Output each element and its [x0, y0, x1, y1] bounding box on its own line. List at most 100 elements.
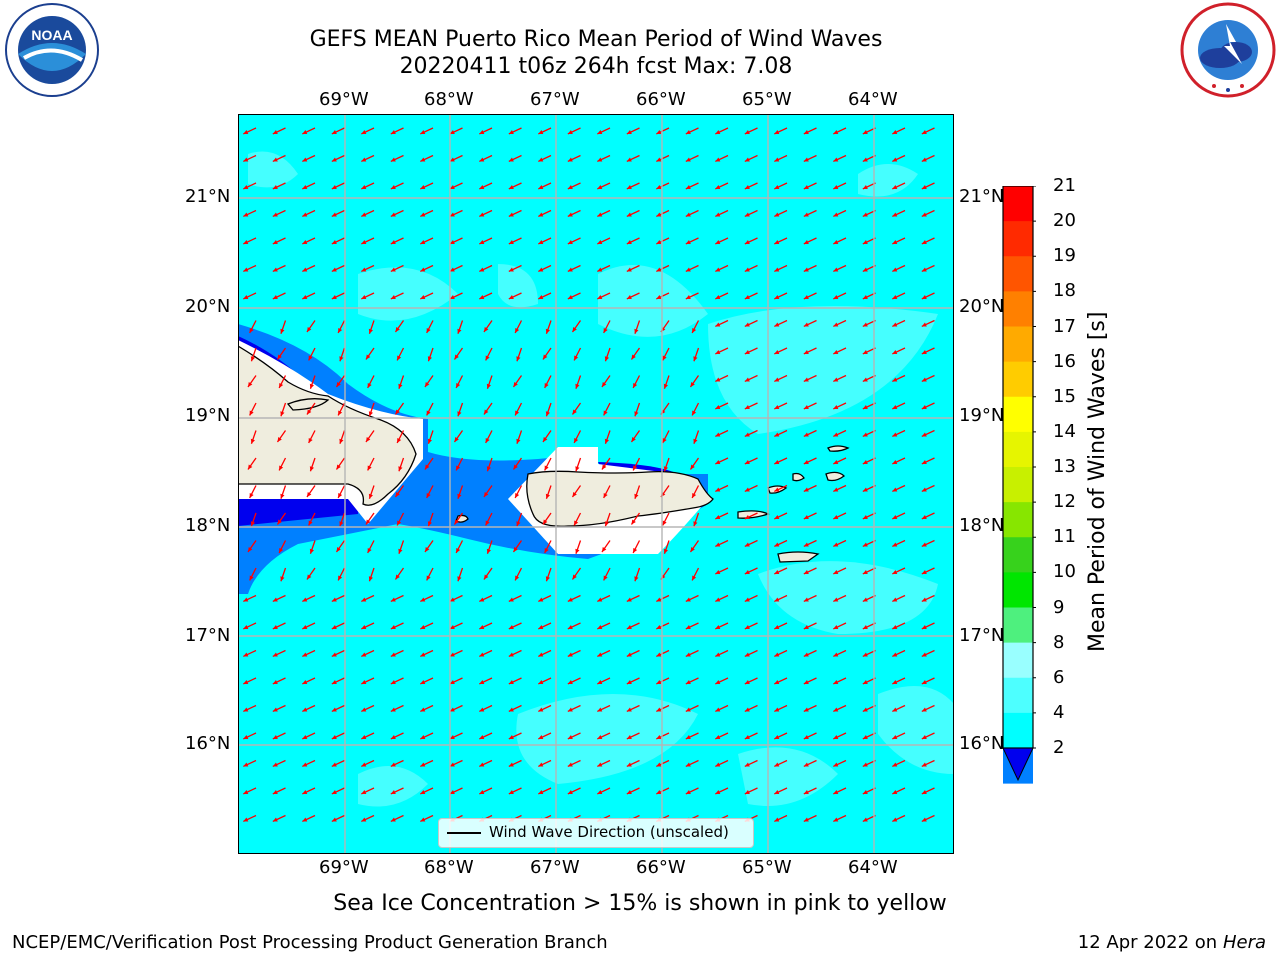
wave-direction-arrow — [803, 704, 817, 713]
wave-direction-arrow — [331, 732, 345, 740]
legend-label: Wind Wave Direction (unscaled) — [489, 823, 729, 841]
wave-direction-arrow — [361, 677, 375, 685]
wave-direction-arrow — [774, 787, 788, 795]
wave-direction-arrow — [774, 264, 788, 273]
wave-direction-arrow — [662, 347, 670, 361]
wave-direction-arrow — [774, 484, 788, 493]
wave-direction-arrow — [390, 209, 404, 218]
wave-direction-arrow — [715, 759, 729, 768]
wave-direction-arrow — [571, 567, 582, 580]
wave-direction-arrow — [567, 677, 581, 685]
wave-direction-arrow — [693, 512, 700, 527]
wave-direction-arrow — [803, 622, 817, 630]
wave-direction-arrow — [744, 594, 758, 603]
wave-direction-arrow — [833, 649, 847, 658]
wave-direction-arrow — [367, 540, 375, 554]
wave-direction-arrow — [396, 347, 405, 361]
wave-direction-arrow — [662, 512, 670, 526]
wave-direction-arrow — [457, 485, 464, 499]
wave-direction-arrow — [774, 649, 788, 658]
wave-direction-arrow — [892, 484, 906, 493]
wave-direction-arrow — [571, 320, 582, 333]
wave-direction-arrow — [833, 704, 847, 713]
wave-direction-arrow — [774, 594, 788, 603]
wave-direction-arrow — [486, 457, 493, 472]
wave-direction-arrow — [250, 430, 257, 444]
lat-label-left-21n: 21°N — [185, 186, 231, 207]
wave-direction-arrow — [331, 127, 345, 135]
wind-wave-direction-arrows — [243, 127, 935, 823]
wave-direction-arrow — [331, 649, 345, 658]
colorbar-band — [1003, 361, 1033, 398]
wave-direction-arrow — [833, 264, 847, 273]
wave-direction-arrow — [921, 209, 935, 218]
wave-direction-arrow — [420, 264, 434, 273]
wave-direction-arrow — [243, 649, 257, 658]
wave-direction-arrow — [361, 622, 375, 630]
wave-direction-arrow — [921, 182, 935, 190]
wave-direction-arrow — [744, 649, 758, 658]
wave-direction-arrow — [833, 154, 847, 163]
wave-direction-arrow — [485, 512, 493, 526]
wave-direction-arrow — [892, 512, 906, 520]
wave-direction-arrow — [892, 814, 906, 823]
wave-direction-arrow — [744, 567, 758, 575]
wave-direction-arrow — [308, 430, 316, 444]
wave-direction-arrow — [278, 540, 287, 554]
wave-direction-arrow — [457, 402, 464, 417]
wave-direction-arrow — [272, 787, 286, 795]
wave-direction-arrow — [483, 402, 493, 415]
wave-direction-arrow — [803, 594, 817, 603]
wave-direction-arrow — [542, 512, 552, 525]
wave-direction-arrow — [685, 732, 699, 740]
land-masses — [237, 344, 850, 563]
wave-direction-arrow — [774, 704, 788, 713]
wave-direction-arrow — [575, 457, 582, 472]
wave-direction-arrow — [420, 182, 434, 190]
wave-direction-arrow — [361, 209, 375, 218]
wave-direction-arrow — [449, 787, 463, 795]
wave-direction-arrow — [803, 567, 817, 575]
wave-direction-arrow — [457, 320, 464, 334]
wave-direction-arrow — [571, 402, 582, 415]
wave-direction-arrow — [774, 429, 788, 438]
wave-direction-arrow — [634, 320, 641, 334]
wave-direction-arrow — [457, 567, 464, 582]
wave-direction-arrow — [514, 485, 523, 499]
wave-direction-arrow — [508, 154, 522, 163]
wave-direction-arrow — [272, 704, 286, 713]
wave-direction-arrow — [892, 292, 906, 300]
wave-direction-arrow — [685, 154, 699, 163]
wave-direction-arrow — [744, 457, 758, 465]
wave-direction-arrow — [632, 457, 641, 471]
wave-direction-arrow — [426, 567, 434, 581]
wave-direction-arrow — [516, 347, 523, 362]
wave-direction-arrow — [892, 154, 906, 163]
wave-direction-arrow — [508, 264, 522, 273]
wave-direction-arrow — [449, 759, 463, 768]
colorbar-tick-label: 17 — [1053, 315, 1076, 337]
wave-direction-arrow — [337, 320, 346, 334]
wave-direction-arrow — [626, 594, 640, 603]
wave-direction-arrow — [803, 814, 817, 823]
wave-direction-arrow — [892, 594, 906, 603]
colorbar-band — [1003, 572, 1033, 608]
wave-direction-arrow — [306, 567, 316, 580]
wave-direction-arrow — [892, 567, 906, 575]
wave-direction-arrow — [575, 375, 582, 389]
wave-direction-arrow — [339, 347, 346, 362]
wave-direction-arrow — [632, 540, 641, 554]
lon-label-bottom-66w: 66°W — [636, 857, 686, 878]
wave-direction-arrow — [833, 402, 847, 410]
wave-direction-arrow — [833, 539, 847, 548]
wave-direction-arrow — [449, 704, 463, 713]
wave-direction-arrow — [514, 567, 523, 581]
wave-direction-arrow — [243, 127, 257, 135]
wave-direction-arrow — [420, 154, 434, 163]
wave-direction-arrow — [833, 759, 847, 768]
wave-direction-arrow — [921, 154, 935, 163]
wave-direction-arrow — [420, 787, 434, 795]
wave-direction-arrow — [921, 127, 935, 135]
wave-direction-arrow — [715, 292, 729, 300]
wave-direction-arrow — [803, 264, 817, 273]
